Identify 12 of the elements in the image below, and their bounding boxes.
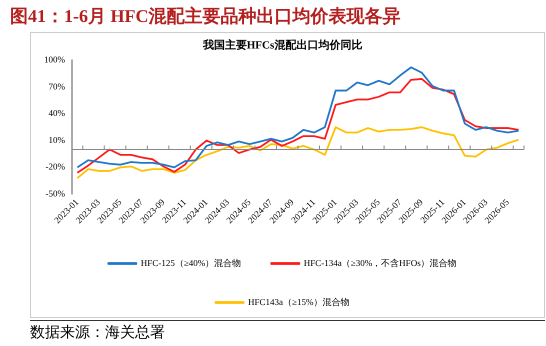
legend-label: HFC143a（≥15%）混合物 <box>248 296 350 307</box>
y-tick-label: 70% <box>48 81 66 92</box>
chart-title: 图41：1-6月 HFC混配主要品种出口均价表现各异 <box>10 5 400 28</box>
source-note: 数据来源：海关总署 <box>30 320 545 342</box>
y-tick-label: -50% <box>45 188 66 199</box>
chart-subtitle: 我国主要HFCs混配出口均价同比 <box>202 38 362 52</box>
y-tick-label: 100% <box>44 54 66 65</box>
legend-label: HFC-134a（≥30%，不含HFOs）混合物 <box>304 258 457 268</box>
y-tick-label: -20% <box>45 162 66 172</box>
y-tick-label: 40% <box>48 108 66 118</box>
legend-label: HFC-125（≥40%）混合物 <box>140 258 242 268</box>
y-tick-label: 10% <box>48 134 66 145</box>
